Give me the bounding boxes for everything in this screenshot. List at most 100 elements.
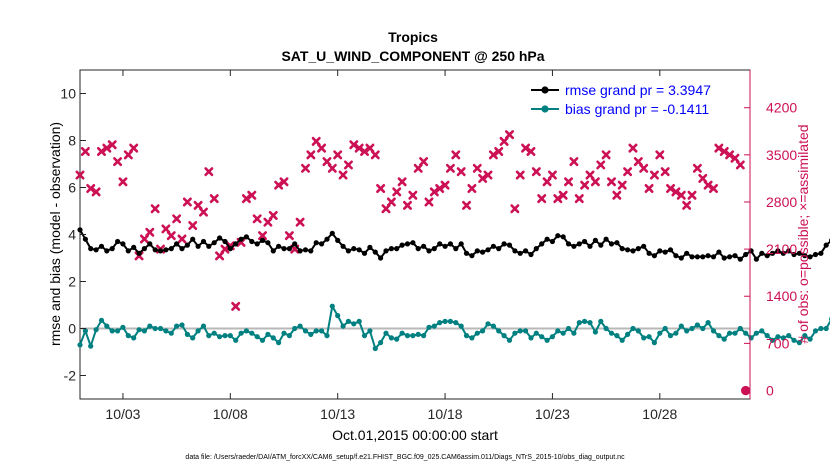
bias-point (453, 320, 459, 326)
rmse-point (200, 238, 207, 245)
obs-assimilated-core (255, 216, 260, 221)
bias-point (308, 331, 314, 337)
obs-assimilated-marker (499, 136, 509, 146)
rmse-point (732, 253, 738, 259)
bias-point (818, 325, 824, 332)
bias-point (93, 327, 99, 333)
bias-point (678, 323, 684, 329)
obs-assimilated-marker (472, 163, 482, 173)
rmse-point (174, 241, 180, 247)
rmse-point (308, 248, 314, 254)
bias-point (469, 335, 475, 341)
obs-assimilated-core (609, 179, 614, 184)
obs-assimilated-marker (698, 173, 708, 183)
bias-point (614, 333, 620, 339)
obs-assimilated-marker (360, 146, 370, 156)
bias-point (394, 336, 400, 342)
obs-assimilated-marker (564, 177, 574, 187)
obs-assimilated-core (523, 146, 528, 151)
bias-point (426, 324, 432, 330)
obs-assimilated-marker (553, 194, 563, 204)
obs-assimilated-core (700, 176, 705, 181)
obs-assimilated-core (196, 203, 201, 208)
obs-assimilated-marker (623, 167, 633, 177)
obs-assimilated-core (636, 159, 641, 164)
bias-point (780, 335, 786, 341)
obs-assimilated-core (588, 173, 593, 178)
rmse-point (737, 256, 743, 262)
obs-assimilated-marker (279, 177, 289, 187)
rmse-point (388, 246, 394, 252)
bias-point (823, 325, 829, 332)
bias-point (710, 328, 717, 334)
bias-point (233, 337, 239, 343)
rmse-point (125, 248, 131, 254)
bias-point (109, 328, 115, 334)
bias-point (506, 337, 513, 343)
rmse-point (372, 249, 378, 255)
y2-axis-label: # of obs: o=possible; ×=assimilated (795, 124, 811, 343)
obs-assimilated-marker (617, 180, 627, 190)
obs-assimilated-marker (504, 130, 514, 140)
rmse-point (694, 254, 701, 260)
bias-point (576, 320, 582, 326)
series-points (77, 227, 830, 352)
obs-assimilated-marker (526, 146, 536, 156)
bias-point (539, 334, 545, 340)
rmse-point (796, 250, 803, 256)
obs-assimilated-core (147, 230, 152, 235)
rmse-point (517, 250, 523, 256)
bias-point (485, 321, 491, 327)
bias-point (442, 318, 448, 324)
rmse-point (710, 254, 717, 260)
bias-point (571, 330, 577, 336)
obs-assimilated-marker (204, 167, 214, 177)
obs-assimilated-marker (370, 150, 380, 160)
rmse-point (769, 250, 776, 256)
bias-point (206, 333, 212, 339)
rmse-point (286, 246, 292, 252)
obs-assimilated-marker (220, 244, 230, 254)
bias-point (807, 336, 813, 342)
obs-assimilated-core (228, 243, 233, 248)
obs-assimilated-core (711, 186, 716, 191)
obs-assimilated-marker (392, 187, 402, 197)
obs-assimilated-marker (708, 184, 718, 194)
obs-assimilated-marker (247, 190, 257, 200)
bias-point (523, 328, 529, 334)
rmse-point (496, 246, 502, 252)
bias-point (227, 333, 233, 339)
bias-point (619, 337, 625, 343)
bias-point (764, 333, 770, 339)
obs-assimilated-core (539, 196, 544, 201)
obs-assimilated-core (673, 189, 678, 194)
obs-assimilated-core (367, 146, 372, 151)
obs-assimilated-marker (402, 200, 412, 210)
obs-assimilated-core (346, 162, 351, 167)
bias-point (152, 325, 158, 332)
obs-assimilated-core (437, 186, 442, 191)
rmse-point (480, 249, 486, 255)
obs-assimilated-core (378, 186, 383, 191)
obs-assimilated-marker (258, 231, 268, 241)
bias-point (598, 318, 604, 324)
obs-assimilated-core (528, 149, 533, 154)
obs-assimilated-core (233, 304, 238, 309)
obs-assimilated-core (324, 159, 329, 164)
rmse-point (619, 246, 625, 252)
obs-assimilated-marker (483, 170, 493, 180)
obs-assimilated-core (357, 146, 362, 151)
bias-point (163, 328, 169, 334)
bias-point (125, 333, 131, 339)
obs-assimilated-marker (730, 153, 740, 163)
bias-point (447, 318, 453, 324)
obs-assimilated-marker (107, 140, 117, 150)
rmse-point (512, 248, 518, 254)
obs-assimilated-marker (317, 143, 327, 153)
obs-assimilated-marker (531, 167, 541, 177)
obs-assimilated-marker (150, 204, 160, 214)
obs-assimilated-core (453, 152, 458, 157)
obs-assimilated-core (394, 189, 399, 194)
rmse-point (361, 250, 368, 256)
rmse-point (592, 237, 599, 243)
